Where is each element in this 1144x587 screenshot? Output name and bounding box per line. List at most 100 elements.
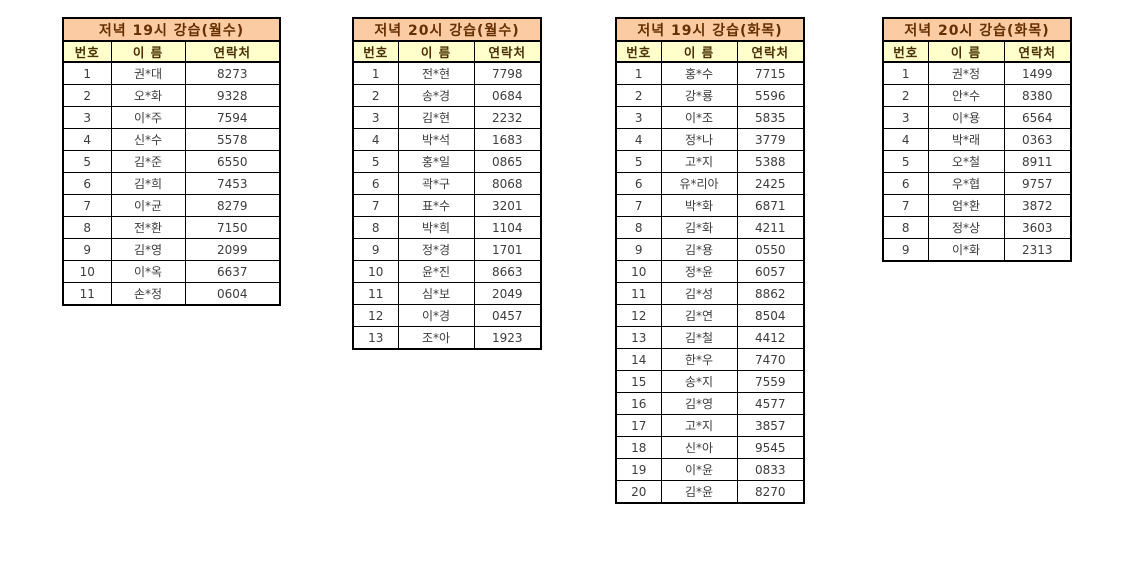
cell-no: 10	[62, 260, 112, 283]
cell-no: 7	[352, 194, 399, 217]
table-row: 5 고*지 5388	[615, 150, 805, 173]
cell-no: 1	[882, 61, 929, 85]
table-row: 11 심*보 2049	[352, 282, 542, 305]
table-row: 11 김*성 8862	[615, 282, 805, 305]
cell-name: 강*룡	[660, 84, 738, 107]
cell-no: 2	[882, 84, 929, 107]
roster-table: 저녁 20시 강습(월수) 번호 이 름 연락처 1 전*현 7798 2 송*경 0684 3 김*…	[352, 17, 542, 350]
cell-name: 홍*일	[397, 150, 475, 173]
cell-no: 11	[615, 282, 662, 305]
cell-contact: 4211	[736, 216, 805, 239]
table-row: 15 송*지 7559	[615, 370, 805, 393]
table-row: 2 안*수 8380	[882, 84, 1072, 107]
title-row: 저녁 20시 강습(월수)	[353, 18, 541, 42]
table-row: 1 권*정 1499	[882, 61, 1072, 85]
table-row: 18 신*아 9545	[615, 436, 805, 459]
cell-name: 김*희	[110, 172, 186, 195]
cell-name: 정*윤	[660, 260, 738, 283]
cell-name: 이*주	[110, 106, 186, 129]
table-row: 14 한*우 7470	[615, 348, 805, 371]
roster-table: 저녁 19시 강습(화목) 번호 이 름 연락처 1 홍*수 7715 2 강*룡 5596 3 이*…	[615, 17, 805, 504]
cell-name: 이*윤	[660, 458, 738, 481]
cell-name: 권*정	[927, 61, 1005, 85]
cell-name: 홍*수	[660, 61, 738, 85]
table-row: 8 박*희 1104	[352, 216, 542, 239]
cell-no: 12	[352, 304, 399, 327]
cell-name: 송*지	[660, 370, 738, 393]
cell-contact: 1923	[473, 326, 542, 350]
title-row: 저녁 19시 강습(화목)	[616, 18, 804, 42]
cell-name: 정*경	[397, 238, 475, 261]
cell-name: 김*준	[110, 150, 186, 173]
cell-contact: 8862	[736, 282, 805, 305]
cell-no: 7	[615, 194, 662, 217]
cell-name: 김*철	[660, 326, 738, 349]
cell-no: 4	[615, 128, 662, 151]
cell-no: 16	[615, 392, 662, 415]
table-row: 10 윤*진 8663	[352, 260, 542, 283]
table-row: 12 이*경 0457	[352, 304, 542, 327]
cell-contact: 8068	[473, 172, 542, 195]
table-row: 4 정*나 3779	[615, 128, 805, 151]
cell-name: 이*용	[927, 106, 1005, 129]
cell-name: 한*우	[660, 348, 738, 371]
cell-name: 김*영	[660, 392, 738, 415]
table-row: 2 강*룡 5596	[615, 84, 805, 107]
cell-contact: 8504	[736, 304, 805, 327]
table-row: 6 김*희 7453	[62, 172, 281, 195]
cell-contact: 2425	[736, 172, 805, 195]
cell-no: 1	[615, 61, 662, 85]
cell-contact: 0833	[736, 458, 805, 481]
cell-no: 4	[882, 128, 929, 151]
cell-name: 박*희	[397, 216, 475, 239]
cell-no: 9	[62, 238, 112, 261]
cell-contact: 2232	[473, 106, 542, 129]
cell-name: 김*화	[660, 216, 738, 239]
cell-contact: 0604	[184, 282, 281, 306]
cell-name: 신*수	[110, 128, 186, 151]
cell-contact: 6871	[736, 194, 805, 217]
cell-contact: 1701	[473, 238, 542, 261]
cell-no: 7	[62, 194, 112, 217]
cell-name: 오*화	[110, 84, 186, 107]
table-title: 저녁 19시 강습(월수)	[63, 18, 280, 42]
cell-name: 심*보	[397, 282, 475, 305]
table-row: 8 정*상 3603	[882, 216, 1072, 239]
col-header-contact: 연락처	[184, 40, 281, 63]
cell-no: 6	[62, 172, 112, 195]
cell-name: 정*나	[660, 128, 738, 151]
cell-contact: 0363	[1003, 128, 1072, 151]
cell-contact: 7715	[736, 61, 805, 85]
cell-contact: 0865	[473, 150, 542, 173]
cell-contact: 7559	[736, 370, 805, 393]
cell-contact: 5596	[736, 84, 805, 107]
cell-name: 정*상	[927, 216, 1005, 239]
table-row: 9 정*경 1701	[352, 238, 542, 261]
cell-name: 신*아	[660, 436, 738, 459]
cell-contact: 0550	[736, 238, 805, 261]
cell-name: 이*옥	[110, 260, 186, 283]
col-header-name: 이 름	[110, 40, 186, 63]
cell-contact: 7453	[184, 172, 281, 195]
cell-contact: 6550	[184, 150, 281, 173]
cell-name: 박*석	[397, 128, 475, 151]
cell-no: 11	[352, 282, 399, 305]
cell-name: 이*화	[927, 238, 1005, 262]
roster-table-20-monwed: 저녁 20시 강습(월수) 번호 이 름 연락처 1 전*현 7798 2 송*경 0684 3 김*…	[352, 17, 542, 350]
cell-no: 3	[62, 106, 112, 129]
cell-name: 이*조	[660, 106, 738, 129]
table-row: 2 송*경 0684	[352, 84, 542, 107]
cell-contact: 6564	[1003, 106, 1072, 129]
table-row: 8 전*환 7150	[62, 216, 281, 239]
col-header-no: 번호	[352, 40, 399, 63]
cell-no: 4	[62, 128, 112, 151]
cell-name: 유*리아	[660, 172, 738, 195]
title-row: 저녁 19시 강습(월수)	[63, 18, 280, 42]
column-header-row: 번호 이 름 연락처	[615, 40, 805, 63]
cell-contact: 5835	[736, 106, 805, 129]
cell-contact: 8911	[1003, 150, 1072, 173]
cell-no: 13	[352, 326, 399, 350]
cell-contact: 7150	[184, 216, 281, 239]
cell-contact: 3857	[736, 414, 805, 437]
